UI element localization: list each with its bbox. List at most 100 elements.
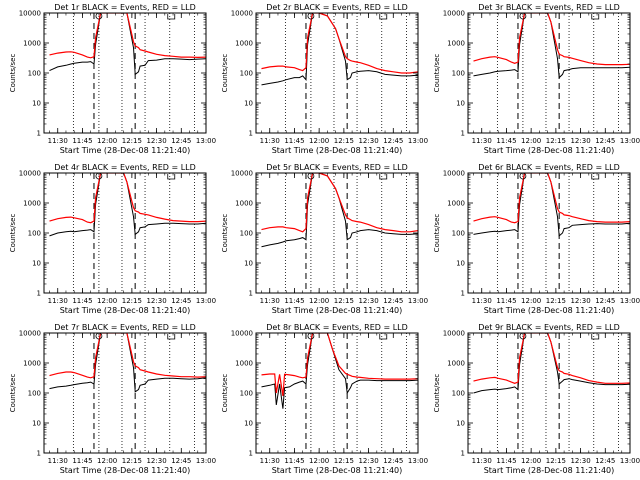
- x-tick-label: 12:30: [358, 457, 378, 465]
- y-tick-label: 10: [456, 100, 465, 108]
- y-tick-label: 1000: [447, 360, 465, 368]
- y-tick-label: 10: [32, 260, 41, 268]
- x-tick-label: 11:30: [260, 457, 280, 465]
- x-tick-label: 12:00: [97, 457, 117, 465]
- x-tick-label: 11:45: [496, 137, 516, 145]
- x-tick-label: 12:00: [97, 297, 117, 305]
- x-tick-label: 12:45: [383, 457, 403, 465]
- y-tick-label: 10: [244, 420, 253, 428]
- marker-step: [167, 334, 176, 340]
- panel-det-5: 1 10 100 1000 10000 11:30 11:45 12:00 12:15 12:30…: [221, 163, 428, 315]
- plot-frame: [255, 12, 419, 134]
- plot-frame: [467, 12, 631, 134]
- panel-title: Det 7r BLACK = Events, RED = LLD: [54, 323, 196, 332]
- events-series-line: [49, 13, 206, 76]
- x-tick-label: 12:00: [309, 137, 329, 145]
- y-tick-label: 100: [240, 230, 253, 238]
- panel-title: Det 8r BLACK = Events, RED = LLD: [266, 323, 408, 332]
- x-axis-label: Start Time (28-Dec-08 11:21:40): [484, 466, 615, 475]
- y-tick-label: 10000: [231, 330, 253, 338]
- marker-step: [591, 14, 600, 20]
- x-tick-label: 12:30: [358, 137, 378, 145]
- y-axis-label: Counts/sec: [221, 214, 229, 253]
- x-tick-label: 12:45: [171, 297, 191, 305]
- x-tick-label: 12:45: [171, 457, 191, 465]
- events-series-line: [473, 13, 630, 79]
- x-tick-label: 12:00: [97, 137, 117, 145]
- y-tick-label: 1000: [23, 40, 41, 48]
- y-tick-label: 1000: [235, 40, 253, 48]
- x-tick-label: 12:15: [334, 457, 354, 465]
- lld-series-line: [473, 173, 630, 224]
- panel-title: Det 3r BLACK = Events, RED = LLD: [478, 3, 620, 12]
- x-tick-label: 13:00: [196, 297, 216, 305]
- x-tick-label: 12:00: [309, 457, 329, 465]
- x-tick-label: 13:00: [408, 137, 428, 145]
- x-tick-label: 11:45: [284, 297, 304, 305]
- x-tick-label: 11:30: [48, 457, 68, 465]
- x-tick-label: 11:30: [48, 137, 68, 145]
- events-series-line: [473, 333, 630, 394]
- marker-step: [167, 174, 176, 180]
- y-tick-label: 10000: [231, 10, 253, 18]
- y-tick-label: 10: [456, 260, 465, 268]
- y-tick-label: 10000: [19, 170, 41, 178]
- x-tick-label: 13:00: [408, 297, 428, 305]
- x-axis-label: Start Time (28-Dec-08 11:21:40): [60, 306, 191, 315]
- y-tick-label: 100: [240, 70, 253, 78]
- lld-series-line: [473, 13, 630, 66]
- x-tick-label: 13:00: [620, 137, 640, 145]
- x-tick-label: 12:15: [546, 457, 566, 465]
- x-tick-label: 11:30: [472, 457, 492, 465]
- x-tick-label: 12:30: [570, 297, 590, 305]
- x-axis-label: Start Time (28-Dec-08 11:21:40): [484, 146, 615, 155]
- y-tick-label: 100: [452, 230, 465, 238]
- x-tick-label: 12:00: [521, 457, 541, 465]
- x-tick-label: 11:30: [48, 297, 68, 305]
- x-tick-label: 11:45: [72, 457, 92, 465]
- x-tick-label: 13:00: [620, 457, 640, 465]
- lld-series-line: [49, 173, 206, 224]
- panel-det-2: 1 10 100 1000 10000 11:30 11:45 12:00 12:15 12:30…: [221, 3, 428, 155]
- x-tick-label: 12:00: [521, 137, 541, 145]
- x-tick-label: 12:45: [171, 137, 191, 145]
- y-tick-label: 10: [32, 100, 41, 108]
- x-tick-label: 13:00: [408, 457, 428, 465]
- lld-series-line: [261, 333, 418, 396]
- panel-title: Det 2r BLACK = Events, RED = LLD: [266, 3, 408, 12]
- y-tick-label: 1000: [235, 360, 253, 368]
- events-series-line: [261, 13, 418, 86]
- y-tick-label: 100: [240, 390, 253, 398]
- x-tick-label: 12:30: [358, 297, 378, 305]
- x-tick-label: 11:45: [72, 297, 92, 305]
- y-tick-label: 100: [452, 390, 465, 398]
- y-tick-label: 100: [28, 70, 41, 78]
- y-tick-label: 1: [249, 290, 253, 298]
- panel-title: Det 9r BLACK = Events, RED = LLD: [478, 323, 620, 332]
- panel-det-1: 1 10 100 1000 10000 11:30 11:45 12:00 12:15 12:30…: [9, 3, 216, 155]
- y-tick-label: 10000: [19, 10, 41, 18]
- x-tick-label: 12:15: [122, 297, 142, 305]
- lld-series-line: [261, 173, 418, 233]
- y-tick-label: 1000: [447, 200, 465, 208]
- x-tick-label: 12:00: [309, 297, 329, 305]
- panel-title: Det 5r BLACK = Events, RED = LLD: [266, 163, 408, 172]
- y-tick-label: 1: [37, 290, 41, 298]
- x-tick-label: 12:15: [334, 137, 354, 145]
- x-tick-label: 12:45: [595, 297, 615, 305]
- y-tick-label: 10: [32, 420, 41, 428]
- lld-series-line: [261, 13, 418, 74]
- marker-step: [591, 334, 600, 340]
- y-axis-label: Counts/sec: [9, 374, 17, 413]
- y-tick-label: 1000: [23, 200, 41, 208]
- y-tick-label: 10000: [19, 330, 41, 338]
- y-axis-label: Counts/sec: [9, 54, 17, 93]
- events-series-line: [49, 333, 206, 393]
- plot-frame: [43, 332, 207, 454]
- x-tick-label: 12:00: [521, 297, 541, 305]
- x-tick-label: 11:45: [496, 457, 516, 465]
- x-tick-label: 12:30: [570, 137, 590, 145]
- y-tick-label: 100: [28, 390, 41, 398]
- x-axis-label: Start Time (28-Dec-08 11:21:40): [60, 146, 191, 155]
- x-tick-label: 12:30: [570, 457, 590, 465]
